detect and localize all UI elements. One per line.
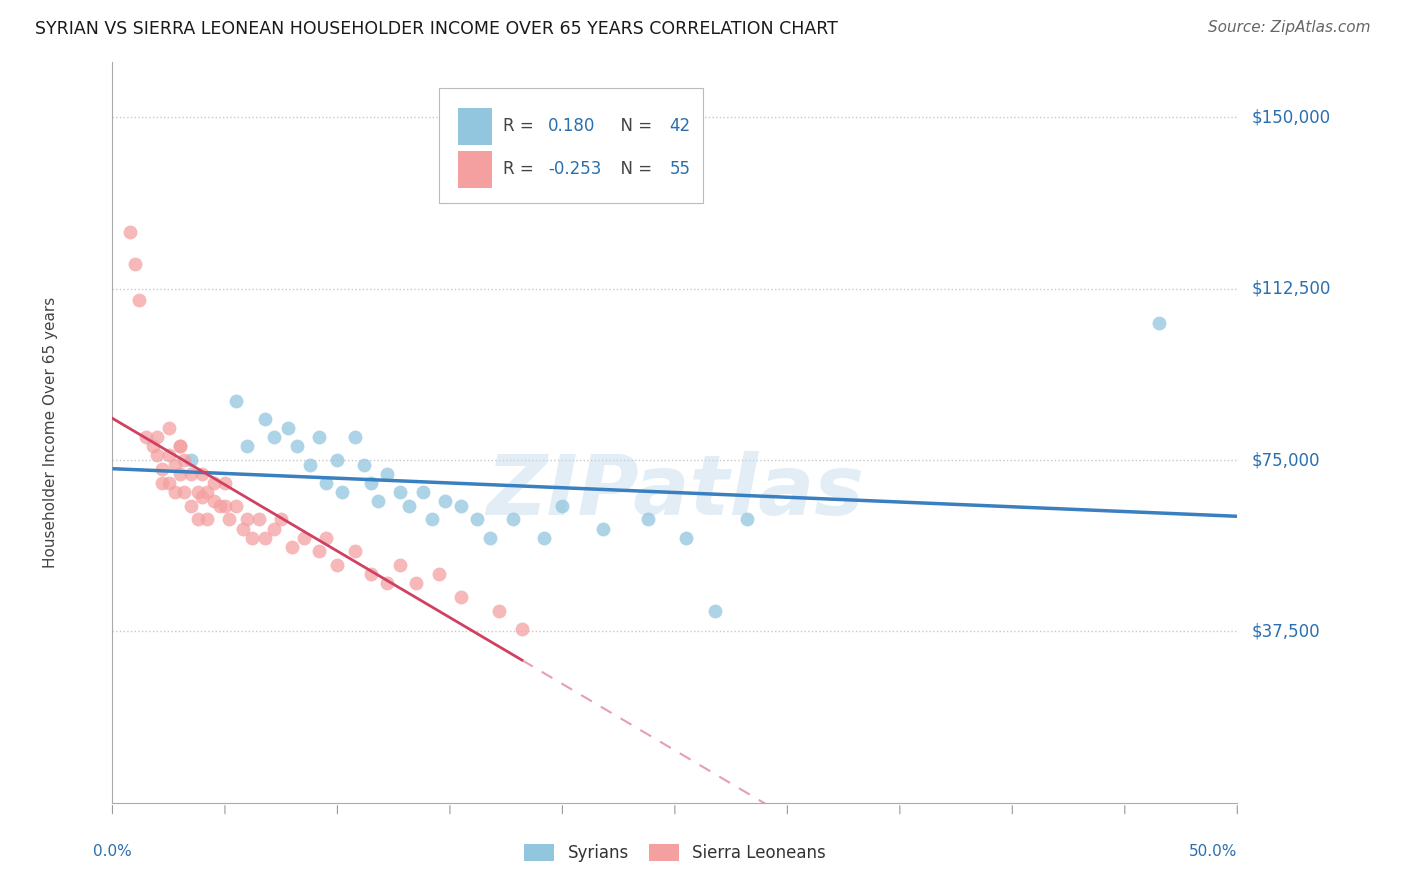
Text: 0.0%: 0.0% xyxy=(93,844,132,859)
Text: N =: N = xyxy=(610,161,657,178)
Text: 50.0%: 50.0% xyxy=(1189,844,1237,859)
Text: $75,000: $75,000 xyxy=(1251,451,1320,469)
Text: R =: R = xyxy=(503,161,538,178)
Text: Householder Income Over 65 years: Householder Income Over 65 years xyxy=(44,297,58,568)
Legend: Syrians, Sierra Leoneans: Syrians, Sierra Leoneans xyxy=(517,837,832,869)
Text: $37,500: $37,500 xyxy=(1251,623,1320,640)
Text: -0.253: -0.253 xyxy=(548,161,602,178)
Text: $150,000: $150,000 xyxy=(1251,108,1330,127)
FancyBboxPatch shape xyxy=(439,88,703,203)
Text: ZIPatlas: ZIPatlas xyxy=(486,451,863,533)
Text: $112,500: $112,500 xyxy=(1251,280,1330,298)
Text: 42: 42 xyxy=(669,118,690,136)
Text: Source: ZipAtlas.com: Source: ZipAtlas.com xyxy=(1208,20,1371,35)
Text: SYRIAN VS SIERRA LEONEAN HOUSEHOLDER INCOME OVER 65 YEARS CORRELATION CHART: SYRIAN VS SIERRA LEONEAN HOUSEHOLDER INC… xyxy=(35,20,838,37)
Text: R =: R = xyxy=(503,118,538,136)
Text: 0.180: 0.180 xyxy=(548,118,595,136)
FancyBboxPatch shape xyxy=(458,108,492,145)
Text: 55: 55 xyxy=(669,161,690,178)
Text: N =: N = xyxy=(610,118,657,136)
FancyBboxPatch shape xyxy=(458,151,492,188)
